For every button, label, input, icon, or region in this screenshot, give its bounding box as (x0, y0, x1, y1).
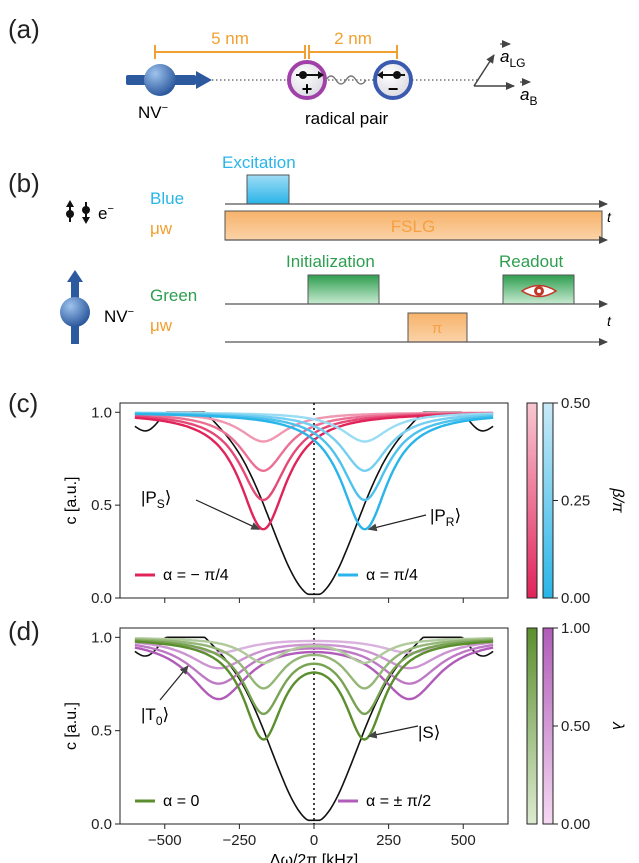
excitation-label: Excitation (222, 153, 296, 172)
distance-bars (154, 45, 398, 59)
g-curve (134, 639, 494, 716)
x-tick-label: −500 (148, 832, 182, 849)
distance-2nm: 2 nm (334, 29, 372, 48)
legend-label: α = π/4 (366, 567, 418, 584)
legend-label: α = ± π/2 (366, 793, 431, 810)
chart-d: 0.0 0.5 1.0 −500 −250 0 250 500 c [a.u.] Δω/2π [k… (63, 620, 626, 863)
legend-label: α = − π/4 (163, 567, 229, 584)
colorbar-tick-label: 0.50 (561, 395, 590, 412)
electron-pair-icon (66, 200, 90, 224)
vector-b-label: aB (520, 85, 537, 108)
x-tick-label: 0 (310, 832, 318, 849)
t0-annotation-arrow (159, 665, 189, 701)
panel-b-label: (b) (8, 168, 40, 198)
panel-a: (a) 5 nm 2 nm NV− + (8, 14, 537, 128)
x-tick-label: −250 (222, 832, 256, 849)
time-label-2: t (607, 313, 612, 329)
pm-curve (134, 646, 494, 701)
t0-annotation: |T0⟩ (141, 705, 169, 728)
y-axis-label: c [a.u.] (63, 476, 80, 524)
pr-annotation-arrow (367, 514, 427, 532)
pr-annotation: |PR⟩ (430, 506, 461, 529)
excitation-pulse (246, 174, 290, 205)
initialization-label: Initialization (286, 252, 375, 271)
fslg-pulse (224, 210, 603, 241)
s-annotation-arrow (367, 725, 419, 739)
panel-c: (c) 0.0 0.5 1.0 c [a.u.] |PS⟩ |PR⟩ α = − π/4 α … (8, 388, 626, 607)
radical-pair-label: radical pair (305, 109, 388, 128)
pm-curve (134, 641, 494, 670)
y-tick-label: 0.0 (91, 816, 112, 833)
coupling-wave (325, 75, 367, 85)
s-annotation: |S⟩ (418, 723, 440, 742)
y-tick-label: 0.5 (91, 723, 112, 740)
eye-icon (520, 284, 558, 298)
uw2-label: μw (150, 316, 173, 335)
radical-plus-icon (287, 60, 327, 100)
pi-pulse (407, 312, 468, 343)
colorbar-tick-label: 1.00 (561, 620, 590, 637)
colorbar-label: β/π (609, 487, 626, 513)
colorbar-label: λ (609, 721, 626, 730)
vector-lg-arrow (473, 54, 495, 87)
colorbar-tick-label: 0.00 (561, 590, 590, 607)
ps-annotation-arrow (195, 499, 261, 530)
pr-curve (134, 412, 494, 473)
blue-label: Blue (150, 189, 184, 208)
fslg-label: FSLG (391, 217, 435, 236)
initialization-pulse (307, 274, 380, 305)
chart-c: 0.0 0.5 1.0 c [a.u.] |PS⟩ |PR⟩ α = − π/4 α = π/… (63, 395, 626, 607)
readout-label: Readout (499, 252, 564, 271)
uw-label: μw (150, 219, 173, 238)
ps-annotation: |PS⟩ (141, 488, 171, 511)
legend-label: α = 0 (163, 793, 199, 810)
g-curve (134, 638, 494, 690)
pm-curve (134, 638, 494, 654)
colorbar-tick-label: 0.00 (561, 816, 590, 833)
pi-label: π (432, 320, 442, 337)
distance-5nm: 5 nm (211, 29, 249, 48)
pr-curve (134, 412, 494, 531)
minus-sign: − (388, 79, 399, 99)
colorbar-tick-label: 0.25 (561, 493, 590, 510)
nv-label-b: NV− (104, 306, 134, 326)
y-tick-label: 1.0 (91, 404, 112, 421)
colorbar-tick-label: 0.50 (561, 718, 590, 735)
time-label-1: t (607, 209, 612, 225)
pm-curve (134, 643, 494, 685)
x-axis-label: Δω/2π [kHz] (270, 852, 358, 863)
nv-label: NV− (138, 102, 168, 122)
y-tick-label: 0.5 (91, 497, 112, 514)
y-axis-label: c [a.u.] (63, 702, 80, 750)
green-label: Green (150, 286, 197, 305)
vector-lg-label: aLG (500, 47, 525, 70)
x-tick-label: 250 (376, 832, 401, 849)
radical-minus-icon (373, 60, 413, 100)
panel-b: (b) e− Blue μw Excitation FSLG t NV− Gr (8, 153, 612, 346)
g-curve (134, 637, 494, 665)
panel-d: (d) 0.0 0.5 1.0 −500 −250 0 250 500 c [a.u.] Δω/2… (8, 616, 626, 863)
panel-d-label: (d) (8, 616, 40, 646)
nv-spin-icon (126, 64, 212, 96)
d-colorbar-left (526, 627, 538, 825)
plus-sign: + (302, 79, 313, 99)
c-colorbar-left (526, 402, 538, 599)
electron-label: e− (98, 203, 114, 223)
d-colorbar-right (542, 627, 554, 825)
y-tick-label: 1.0 (91, 629, 112, 646)
panel-c-label: (c) (8, 388, 38, 418)
reference-curve (134, 636, 494, 822)
panel-a-label: (a) (8, 14, 40, 44)
x-tick-label: 500 (451, 832, 476, 849)
y-tick-label: 0.0 (91, 590, 112, 607)
ps-curve (134, 412, 494, 473)
c-colorbar-right (542, 402, 554, 599)
nv-spin-vertical-icon (60, 270, 90, 344)
g-curve (134, 640, 494, 741)
